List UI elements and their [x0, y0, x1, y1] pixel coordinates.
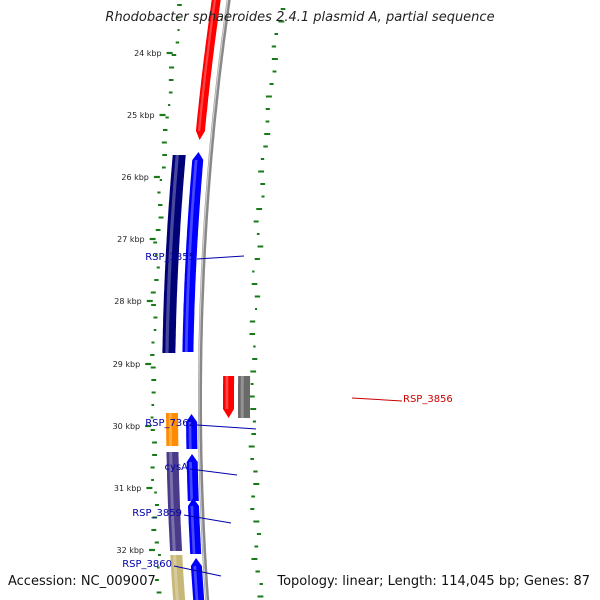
gene-rsp-3855-navy[interactable] [162, 155, 186, 353]
kbp-tick-label: 28 kbp [114, 297, 142, 306]
gc-skew-outer-track [248, 8, 286, 598]
gene-label-rsp-3860[interactable]: RSP_3860 [122, 559, 172, 570]
gene-leader-line [196, 424, 257, 430]
kbp-tick-label: 27 kbp [117, 235, 145, 244]
gene-leader-line [196, 255, 245, 260]
gene-labels: RSP_3855 RSP_3856 RSP_7362 cysA RSP_3859 RSP_… [122, 252, 453, 577]
gene-rsp-3855-navy-shade [165, 154, 179, 354]
topology-length-genes: Topology: linear; Length: 114,045 bp; Ge… [277, 574, 590, 589]
gene-cysa-shade [189, 461, 194, 502]
gene-rsp-3856-grey[interactable] [238, 376, 251, 418]
backbone-highlight [198, 0, 229, 600]
backbone-line [198, 0, 231, 600]
gene-rsp-3860[interactable] [190, 558, 205, 600]
gene-red-top-shade [197, 0, 217, 132]
gene-rsp-3860-khaki-shade [173, 554, 179, 600]
gene-rsp-3859[interactable] [188, 498, 202, 554]
gene-label-rsp-3855[interactable]: RSP_3855 [145, 252, 195, 263]
gene-rsp-7362[interactable] [186, 414, 198, 449]
gene-label-rsp-3856[interactable]: RSP_3856 [403, 394, 453, 405]
gene-label-cysa[interactable]: cysA [165, 462, 189, 473]
map-title: Rhodobacter sphaeroides 2.4.1 plasmid A,… [105, 10, 495, 25]
gene-rsp-3855-shade [184, 159, 198, 352]
kbp-tick-label: 24 kbp [134, 49, 162, 58]
kbp-tick-label: 25 kbp [127, 111, 155, 120]
sequence-backbone [198, 0, 231, 600]
gene-label-rsp-3859[interactable]: RSP_3859 [132, 508, 182, 519]
gene-leader-line [173, 565, 222, 577]
kbp-tick-label: 32 kbp [117, 546, 145, 555]
gene-cysa-purple[interactable] [166, 452, 183, 551]
accession-label: Accession: NC_009007 [8, 574, 156, 589]
gene-rsp-3859-shade [190, 505, 196, 555]
gene-cysa[interactable] [186, 454, 199, 501]
kbp-tick-label: 31 kbp [114, 484, 142, 493]
kbp-tick-marks: 24 kbp 25 kbp 26 kbp 27 kbp 28 kbp 29 kbp 30 k… [113, 49, 173, 555]
gene-label-rsp-7362[interactable]: RSP_7362 [145, 418, 195, 429]
gene-red-top[interactable] [196, 0, 222, 140]
gene-leader-line [189, 468, 238, 476]
gc-skew-inner-track [150, 4, 182, 594]
gene-leader-line [183, 514, 232, 524]
gene-rsp-3860-shade [193, 565, 199, 600]
gene-rsp-7362-orange[interactable] [166, 413, 179, 446]
kbp-tick-label: 26 kbp [121, 173, 149, 182]
gene-rsp-3855[interactable] [182, 152, 204, 352]
gene-cysa-purple-shade [169, 452, 176, 552]
gene-rsp-3856[interactable] [223, 376, 235, 418]
kbp-tick-label: 29 kbp [113, 360, 141, 369]
kbp-tick-label: 30 kbp [113, 422, 141, 431]
gene-leader-line [351, 397, 403, 402]
